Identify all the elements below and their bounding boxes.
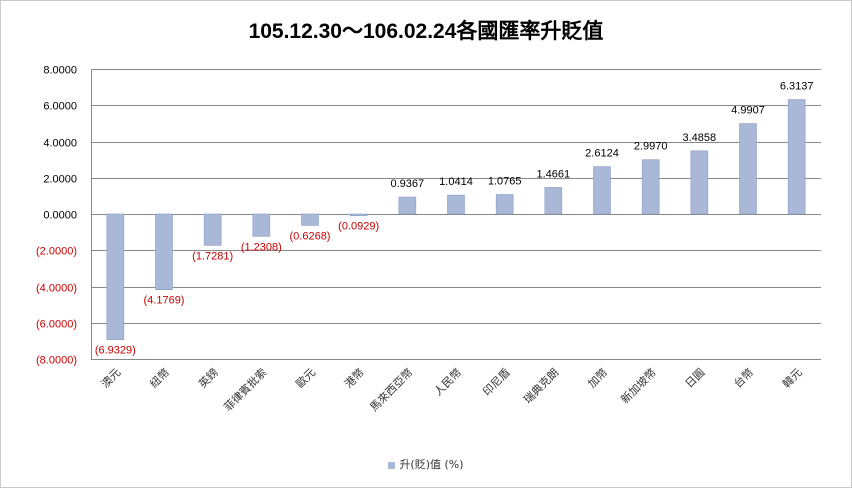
data-label: 3.4858 (683, 132, 717, 144)
y-tick-label: (2.0000) (36, 246, 77, 258)
x-category-label: 英鎊 (195, 365, 220, 390)
x-category-label: 歐元 (293, 365, 318, 390)
data-label: 2.6124 (585, 148, 619, 160)
data-label: (1.2308) (241, 241, 282, 253)
bar (106, 213, 125, 340)
y-tick-label: 2.0000 (43, 174, 77, 186)
bar (739, 123, 757, 215)
x-axis-categories: 澳元 紐幣 英鎊 菲律賓批索 歐元 港幣 馬來西亞幣 人民幣 印尼盾 瑞典克朗 加幣 新加坡幣 日圓 台幣… (99, 365, 805, 414)
bars (106, 99, 806, 340)
legend: 升(貶)值 (%) (1, 456, 851, 472)
data-label: (1.7281) (192, 250, 233, 262)
x-category-label: 加幣 (585, 366, 610, 391)
bar (495, 194, 514, 215)
y-tick-label: (6.0000) (36, 319, 77, 331)
data-labels: (6.9329) (4.1769) (1.7281) (1.2308) (0.6268)… (95, 81, 814, 357)
x-category-label: 紐幣 (147, 366, 172, 391)
y-tick-label: 4.0000 (43, 138, 77, 150)
bar (252, 213, 271, 237)
x-category-label: 印尼盾 (480, 366, 513, 399)
data-label: 2.9970 (634, 141, 668, 153)
x-category-label: 台幣 (731, 365, 756, 390)
bar (544, 187, 563, 215)
x-category-label: 日圓 (683, 366, 708, 391)
legend-swatch (388, 461, 396, 469)
chart-title: 105.12.30～106.02.24各國匯率升貶值 (248, 20, 604, 43)
bar (593, 166, 611, 215)
x-category-label: 瑞典克朗 (520, 365, 561, 406)
data-label: (0.0929) (338, 221, 379, 233)
x-category-label: 新加坡幣 (618, 365, 659, 406)
bar (398, 196, 417, 215)
data-label: (0.6268) (290, 230, 331, 242)
x-category-label: 馬來西亞幣 (367, 366, 415, 414)
data-label: 4.9907 (731, 105, 765, 117)
data-label: 1.0765 (488, 175, 522, 187)
bar (203, 213, 222, 246)
bar (301, 213, 319, 226)
bar (447, 194, 465, 215)
y-tick-label: 6.0000 (43, 101, 77, 113)
legend-label: 升(貶)值 (%) (399, 458, 464, 471)
data-label: 1.4661 (537, 168, 571, 180)
y-axis-ticks: 8.0000 6.0000 4.0000 2.0000 0.0000 (2.0000) (4… (36, 65, 77, 367)
data-label: (6.9329) (95, 345, 136, 357)
x-category-label: 韓元 (780, 366, 805, 391)
bar (155, 213, 173, 291)
data-label: 6.3137 (780, 81, 814, 93)
bar (349, 213, 368, 216)
data-label: (4.1769) (144, 295, 185, 307)
data-label: 1.0414 (439, 176, 473, 188)
x-category-label: 澳元 (99, 366, 124, 391)
bar (787, 99, 806, 215)
bar (690, 150, 709, 215)
x-category-label: 港幣 (342, 366, 367, 391)
y-tick-label: 0.0000 (43, 210, 77, 222)
data-label: 0.9367 (391, 178, 425, 190)
x-category-label: 人民幣 (432, 366, 465, 399)
x-category-label: 菲律賓批索 (221, 365, 270, 414)
y-tick-label: (8.0000) (36, 355, 77, 367)
y-tick-label: 8.0000 (43, 65, 77, 77)
bar (641, 159, 660, 215)
y-tick-label: (4.0000) (36, 283, 77, 295)
